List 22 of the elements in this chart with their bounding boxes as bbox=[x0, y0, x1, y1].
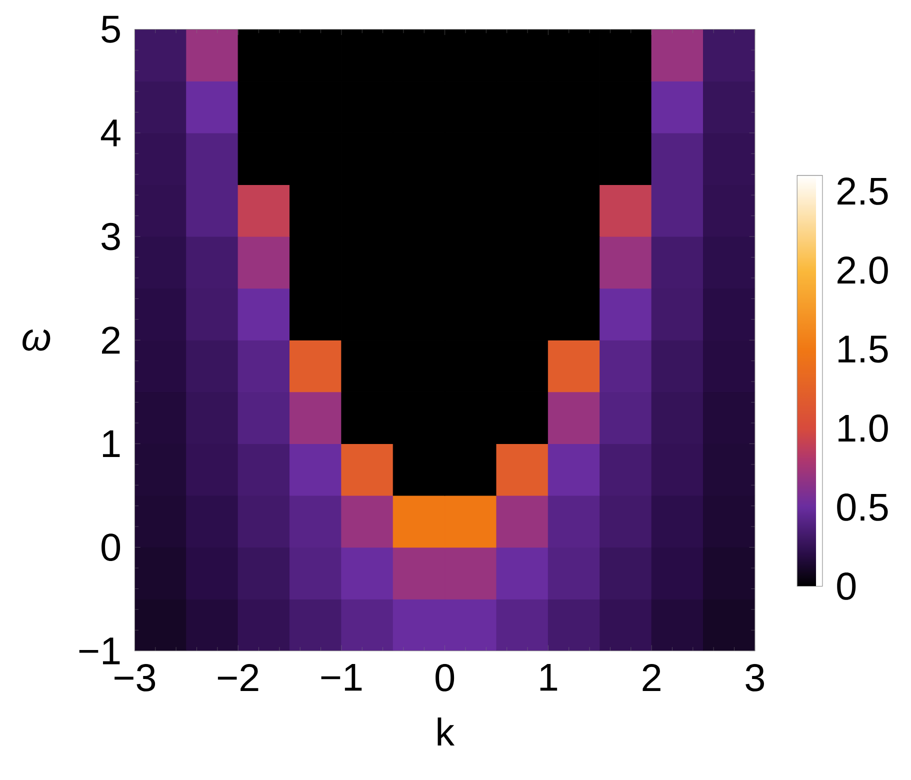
x-tick-label: 2 bbox=[642, 664, 660, 691]
x-tick-label: −3 bbox=[114, 664, 156, 692]
y-tick-label: 4 bbox=[100, 120, 120, 146]
color-bar-label: 2.0 bbox=[838, 256, 888, 284]
color-bar-label: 1.0 bbox=[838, 414, 888, 442]
x-tick-label: −1 bbox=[321, 664, 362, 691]
y-tick-label: 3 bbox=[102, 222, 120, 250]
y-tick-label: 0 bbox=[102, 533, 120, 561]
y-axis-title: ω bbox=[22, 329, 50, 351]
x-tick-label: 1 bbox=[540, 664, 558, 691]
x-tick-label: −2 bbox=[218, 664, 258, 691]
y-tick-label: 5 bbox=[102, 16, 120, 43]
x-axis-title: k bbox=[438, 717, 455, 746]
x-tick-label: 0 bbox=[436, 664, 454, 692]
x-tick-label: 3 bbox=[746, 664, 764, 692]
y-tick-label: −1 bbox=[79, 637, 120, 664]
color-bar-label: 2.5 bbox=[838, 177, 888, 205]
y-tick-label: 1 bbox=[103, 430, 120, 457]
color-bar-label: 1.5 bbox=[838, 336, 888, 363]
color-bar-label: 0.5 bbox=[837, 493, 888, 521]
color-bar-label: 0 bbox=[837, 572, 856, 600]
y-tick-label: 2 bbox=[102, 326, 120, 354]
